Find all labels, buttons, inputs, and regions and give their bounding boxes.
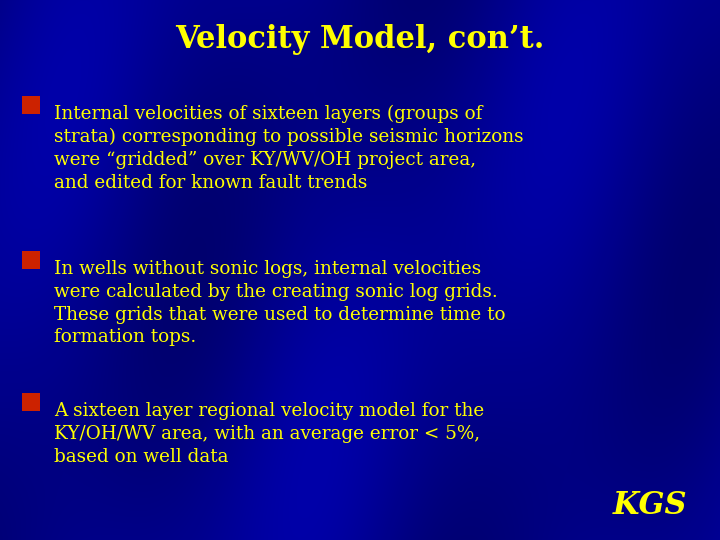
Bar xyxy=(22,96,40,113)
Text: A sixteen layer regional velocity model for the
KY/OH/WV area, with an average e: A sixteen layer regional velocity model … xyxy=(54,402,485,466)
Bar xyxy=(22,251,40,268)
Text: Internal velocities of sixteen layers (groups of
strata) corresponding to possib: Internal velocities of sixteen layers (g… xyxy=(54,105,523,192)
Text: Velocity Model, con’t.: Velocity Model, con’t. xyxy=(175,24,545,55)
Text: KGS: KGS xyxy=(613,490,688,521)
Text: In wells without sonic logs, internal velocities
were calculated by the creating: In wells without sonic logs, internal ve… xyxy=(54,260,505,347)
Bar xyxy=(22,393,40,411)
